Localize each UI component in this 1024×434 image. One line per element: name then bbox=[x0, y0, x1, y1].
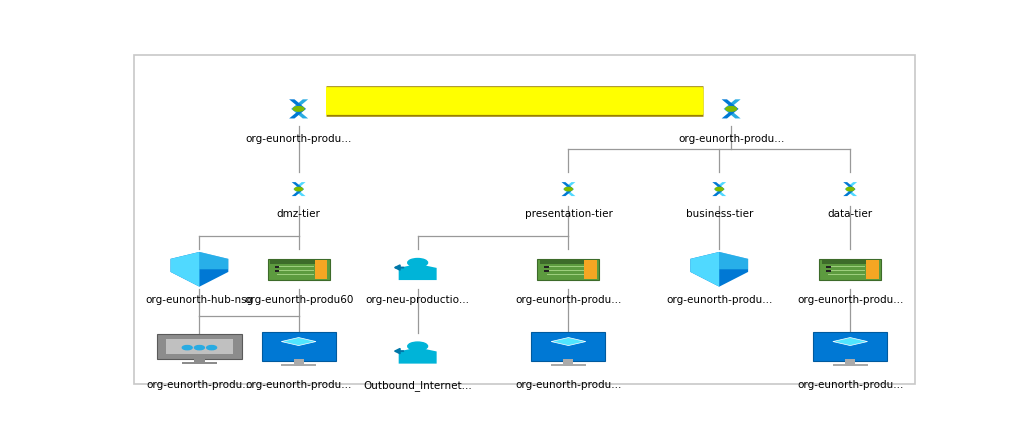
FancyBboxPatch shape bbox=[267, 259, 330, 280]
FancyBboxPatch shape bbox=[314, 260, 328, 279]
FancyBboxPatch shape bbox=[826, 270, 830, 272]
Text: data-tier: data-tier bbox=[827, 209, 872, 219]
Text: org-eunorth-produ...: org-eunorth-produ... bbox=[797, 296, 903, 306]
Text: org-eunorth-produ...: org-eunorth-produ... bbox=[246, 380, 352, 390]
Polygon shape bbox=[293, 182, 305, 196]
Polygon shape bbox=[398, 266, 436, 280]
Circle shape bbox=[726, 107, 736, 111]
FancyBboxPatch shape bbox=[866, 260, 879, 279]
FancyBboxPatch shape bbox=[166, 339, 232, 354]
FancyBboxPatch shape bbox=[813, 332, 887, 361]
Text: org-eunorth-hub-nsg: org-eunorth-hub-nsg bbox=[145, 296, 254, 306]
FancyBboxPatch shape bbox=[551, 364, 586, 366]
Circle shape bbox=[408, 342, 428, 350]
FancyBboxPatch shape bbox=[182, 362, 216, 364]
Text: org-eunorth-produ...: org-eunorth-produ... bbox=[515, 296, 622, 306]
Polygon shape bbox=[714, 182, 726, 196]
FancyBboxPatch shape bbox=[262, 332, 336, 361]
Polygon shape bbox=[833, 338, 867, 345]
Polygon shape bbox=[398, 349, 436, 364]
FancyBboxPatch shape bbox=[545, 270, 549, 272]
Text: org-neu-productio...: org-neu-productio... bbox=[366, 296, 470, 306]
Text: org-eunorth-produ...: org-eunorth-produ... bbox=[146, 380, 253, 390]
Polygon shape bbox=[722, 99, 738, 118]
Polygon shape bbox=[843, 182, 856, 196]
FancyBboxPatch shape bbox=[538, 259, 599, 280]
Text: org-eunorth-produ...: org-eunorth-produ... bbox=[515, 380, 622, 390]
Circle shape bbox=[295, 187, 302, 191]
Circle shape bbox=[293, 107, 304, 111]
Polygon shape bbox=[291, 99, 308, 118]
FancyBboxPatch shape bbox=[134, 55, 915, 384]
Polygon shape bbox=[724, 99, 740, 118]
Text: dmz-tier: dmz-tier bbox=[276, 209, 321, 219]
Text: Outbound_Internet...: Outbound_Internet... bbox=[364, 380, 472, 391]
Circle shape bbox=[408, 259, 428, 267]
Polygon shape bbox=[551, 338, 586, 345]
FancyBboxPatch shape bbox=[282, 364, 316, 366]
FancyBboxPatch shape bbox=[845, 359, 855, 365]
Polygon shape bbox=[690, 252, 719, 287]
Circle shape bbox=[182, 345, 193, 350]
Text: org-eunorth-produ...: org-eunorth-produ... bbox=[797, 380, 903, 390]
Circle shape bbox=[207, 345, 216, 350]
FancyBboxPatch shape bbox=[819, 259, 881, 280]
Text: org-eunorth-produ...: org-eunorth-produ... bbox=[678, 134, 784, 144]
Text: business-tier: business-tier bbox=[685, 209, 753, 219]
Polygon shape bbox=[289, 99, 306, 118]
FancyBboxPatch shape bbox=[294, 359, 303, 365]
Circle shape bbox=[846, 187, 854, 191]
FancyBboxPatch shape bbox=[531, 332, 605, 361]
FancyBboxPatch shape bbox=[274, 270, 280, 272]
Polygon shape bbox=[845, 182, 857, 196]
FancyBboxPatch shape bbox=[826, 266, 830, 268]
Polygon shape bbox=[563, 182, 575, 196]
Circle shape bbox=[195, 345, 205, 350]
Polygon shape bbox=[719, 252, 749, 269]
Polygon shape bbox=[200, 252, 228, 269]
FancyBboxPatch shape bbox=[157, 334, 243, 359]
Text: org-eunorth-produ60: org-eunorth-produ60 bbox=[244, 296, 353, 306]
FancyBboxPatch shape bbox=[274, 266, 280, 268]
FancyBboxPatch shape bbox=[563, 359, 573, 365]
Polygon shape bbox=[713, 182, 725, 196]
Polygon shape bbox=[690, 252, 749, 287]
Circle shape bbox=[564, 187, 572, 191]
Circle shape bbox=[716, 187, 723, 191]
FancyBboxPatch shape bbox=[194, 357, 205, 363]
Polygon shape bbox=[292, 182, 304, 196]
FancyBboxPatch shape bbox=[545, 266, 549, 268]
Text: org-eunorth-produ...: org-eunorth-produ... bbox=[666, 296, 772, 306]
FancyBboxPatch shape bbox=[585, 260, 597, 279]
Polygon shape bbox=[171, 252, 200, 287]
Polygon shape bbox=[171, 252, 228, 287]
Polygon shape bbox=[282, 338, 316, 345]
Text: org-eunorth-produ...: org-eunorth-produ... bbox=[246, 134, 352, 144]
FancyBboxPatch shape bbox=[540, 260, 597, 264]
Text: presentation-tier: presentation-tier bbox=[524, 209, 612, 219]
Polygon shape bbox=[561, 182, 573, 196]
FancyBboxPatch shape bbox=[270, 260, 328, 264]
FancyBboxPatch shape bbox=[821, 260, 879, 264]
FancyBboxPatch shape bbox=[833, 364, 867, 366]
